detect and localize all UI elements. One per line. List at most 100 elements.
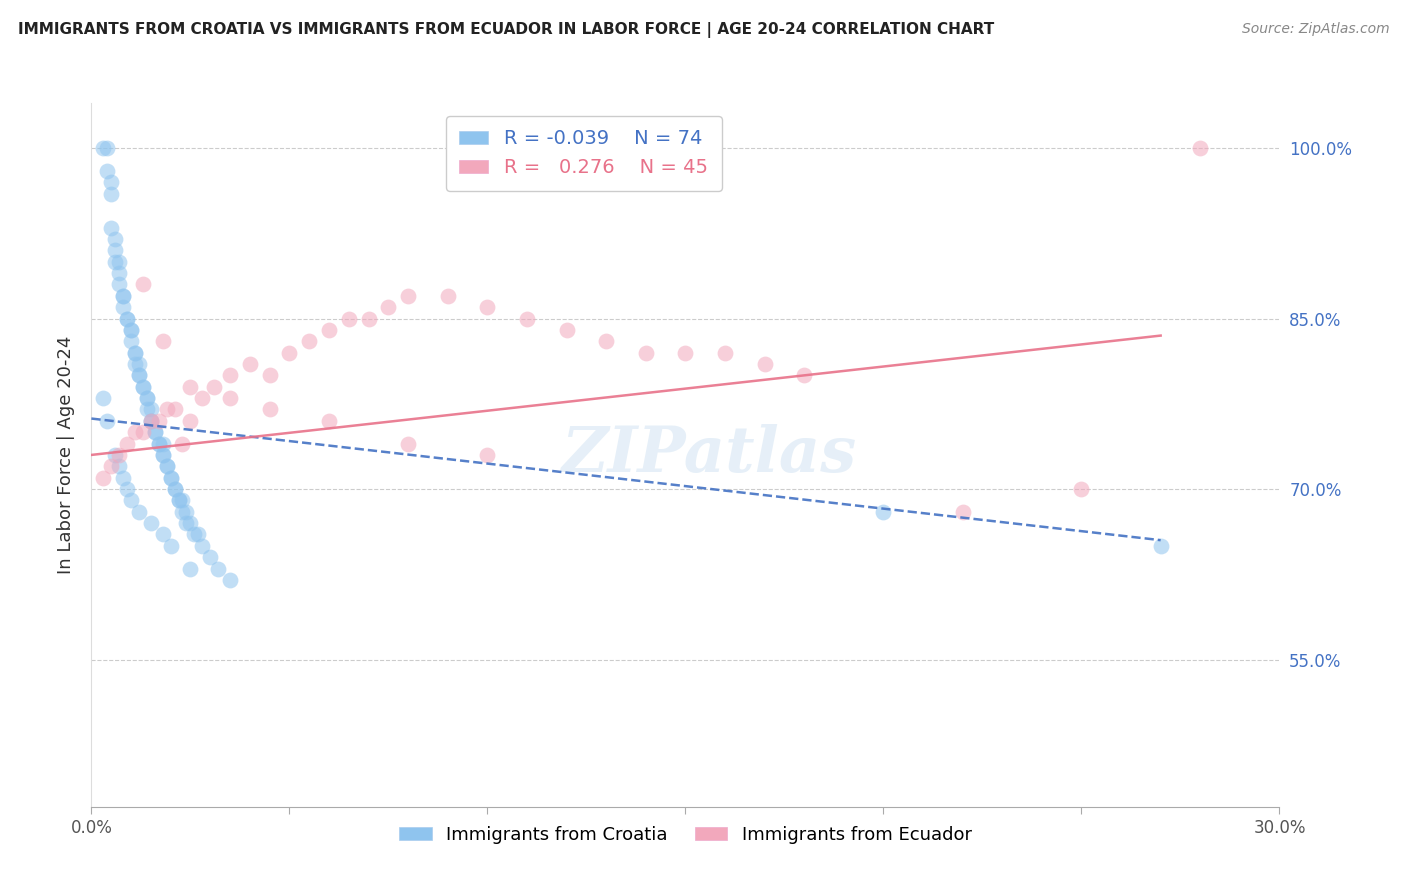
Point xyxy=(124,345,146,359)
Point xyxy=(167,493,190,508)
Point xyxy=(152,448,174,462)
Point xyxy=(179,414,201,428)
Point xyxy=(152,448,174,462)
Point xyxy=(337,311,360,326)
Point xyxy=(100,459,122,474)
Point xyxy=(176,516,198,530)
Point xyxy=(163,482,186,496)
Point xyxy=(952,505,974,519)
Point xyxy=(139,414,162,428)
Point xyxy=(159,470,181,484)
Point xyxy=(159,470,181,484)
Point xyxy=(112,300,135,314)
Point xyxy=(124,425,146,440)
Point xyxy=(115,482,138,496)
Text: IMMIGRANTS FROM CROATIA VS IMMIGRANTS FROM ECUADOR IN LABOR FORCE | AGE 20-24 CO: IMMIGRANTS FROM CROATIA VS IMMIGRANTS FR… xyxy=(18,22,994,38)
Point xyxy=(714,345,737,359)
Point xyxy=(298,334,321,349)
Point xyxy=(135,391,157,405)
Point xyxy=(872,505,894,519)
Point xyxy=(100,220,122,235)
Point xyxy=(135,402,157,417)
Point xyxy=(152,436,174,450)
Point xyxy=(634,345,657,359)
Point xyxy=(124,345,146,359)
Point xyxy=(104,244,127,258)
Point xyxy=(128,368,150,383)
Point xyxy=(156,459,179,474)
Point xyxy=(163,482,186,496)
Point xyxy=(191,391,214,405)
Point xyxy=(156,459,179,474)
Point xyxy=(96,414,118,428)
Y-axis label: In Labor Force | Age 20-24: In Labor Force | Age 20-24 xyxy=(56,335,75,574)
Point xyxy=(139,402,162,417)
Point xyxy=(148,436,170,450)
Point xyxy=(132,277,155,292)
Point xyxy=(91,141,114,155)
Point xyxy=(179,380,201,394)
Text: Source: ZipAtlas.com: Source: ZipAtlas.com xyxy=(1241,22,1389,37)
Point xyxy=(357,311,380,326)
Point xyxy=(516,311,538,326)
Point xyxy=(179,561,201,575)
Point xyxy=(104,448,127,462)
Point xyxy=(673,345,696,359)
Point xyxy=(120,493,142,508)
Point xyxy=(202,380,225,394)
Point xyxy=(148,436,170,450)
Point xyxy=(112,470,135,484)
Point xyxy=(793,368,815,383)
Point xyxy=(132,425,155,440)
Point xyxy=(183,527,205,541)
Point xyxy=(104,254,127,268)
Point xyxy=(163,402,186,417)
Point xyxy=(108,277,131,292)
Point xyxy=(128,357,150,371)
Point xyxy=(595,334,617,349)
Point xyxy=(219,573,242,587)
Point xyxy=(239,357,262,371)
Point xyxy=(477,300,499,314)
Point xyxy=(187,527,209,541)
Point xyxy=(172,436,194,450)
Point xyxy=(159,539,181,553)
Point xyxy=(148,414,170,428)
Point xyxy=(396,289,419,303)
Point xyxy=(219,391,242,405)
Point xyxy=(108,459,131,474)
Point xyxy=(124,357,146,371)
Point xyxy=(396,436,419,450)
Point xyxy=(108,448,131,462)
Point xyxy=(96,163,118,178)
Point xyxy=(152,527,174,541)
Point xyxy=(172,493,194,508)
Point xyxy=(108,254,131,268)
Point xyxy=(179,516,201,530)
Point xyxy=(1070,482,1092,496)
Point xyxy=(112,289,135,303)
Point xyxy=(207,561,229,575)
Point xyxy=(754,357,776,371)
Point xyxy=(132,380,155,394)
Point xyxy=(115,311,138,326)
Point xyxy=(139,414,162,428)
Point xyxy=(96,141,118,155)
Point xyxy=(115,436,138,450)
Point xyxy=(128,505,150,519)
Point xyxy=(139,516,162,530)
Point xyxy=(156,402,179,417)
Point xyxy=(132,380,155,394)
Point xyxy=(176,505,198,519)
Point xyxy=(120,334,142,349)
Point xyxy=(112,289,135,303)
Point xyxy=(108,266,131,280)
Point xyxy=(91,391,114,405)
Point xyxy=(167,493,190,508)
Point xyxy=(143,425,166,440)
Point xyxy=(377,300,399,314)
Point xyxy=(172,505,194,519)
Point xyxy=(477,448,499,462)
Point xyxy=(115,311,138,326)
Point xyxy=(259,402,281,417)
